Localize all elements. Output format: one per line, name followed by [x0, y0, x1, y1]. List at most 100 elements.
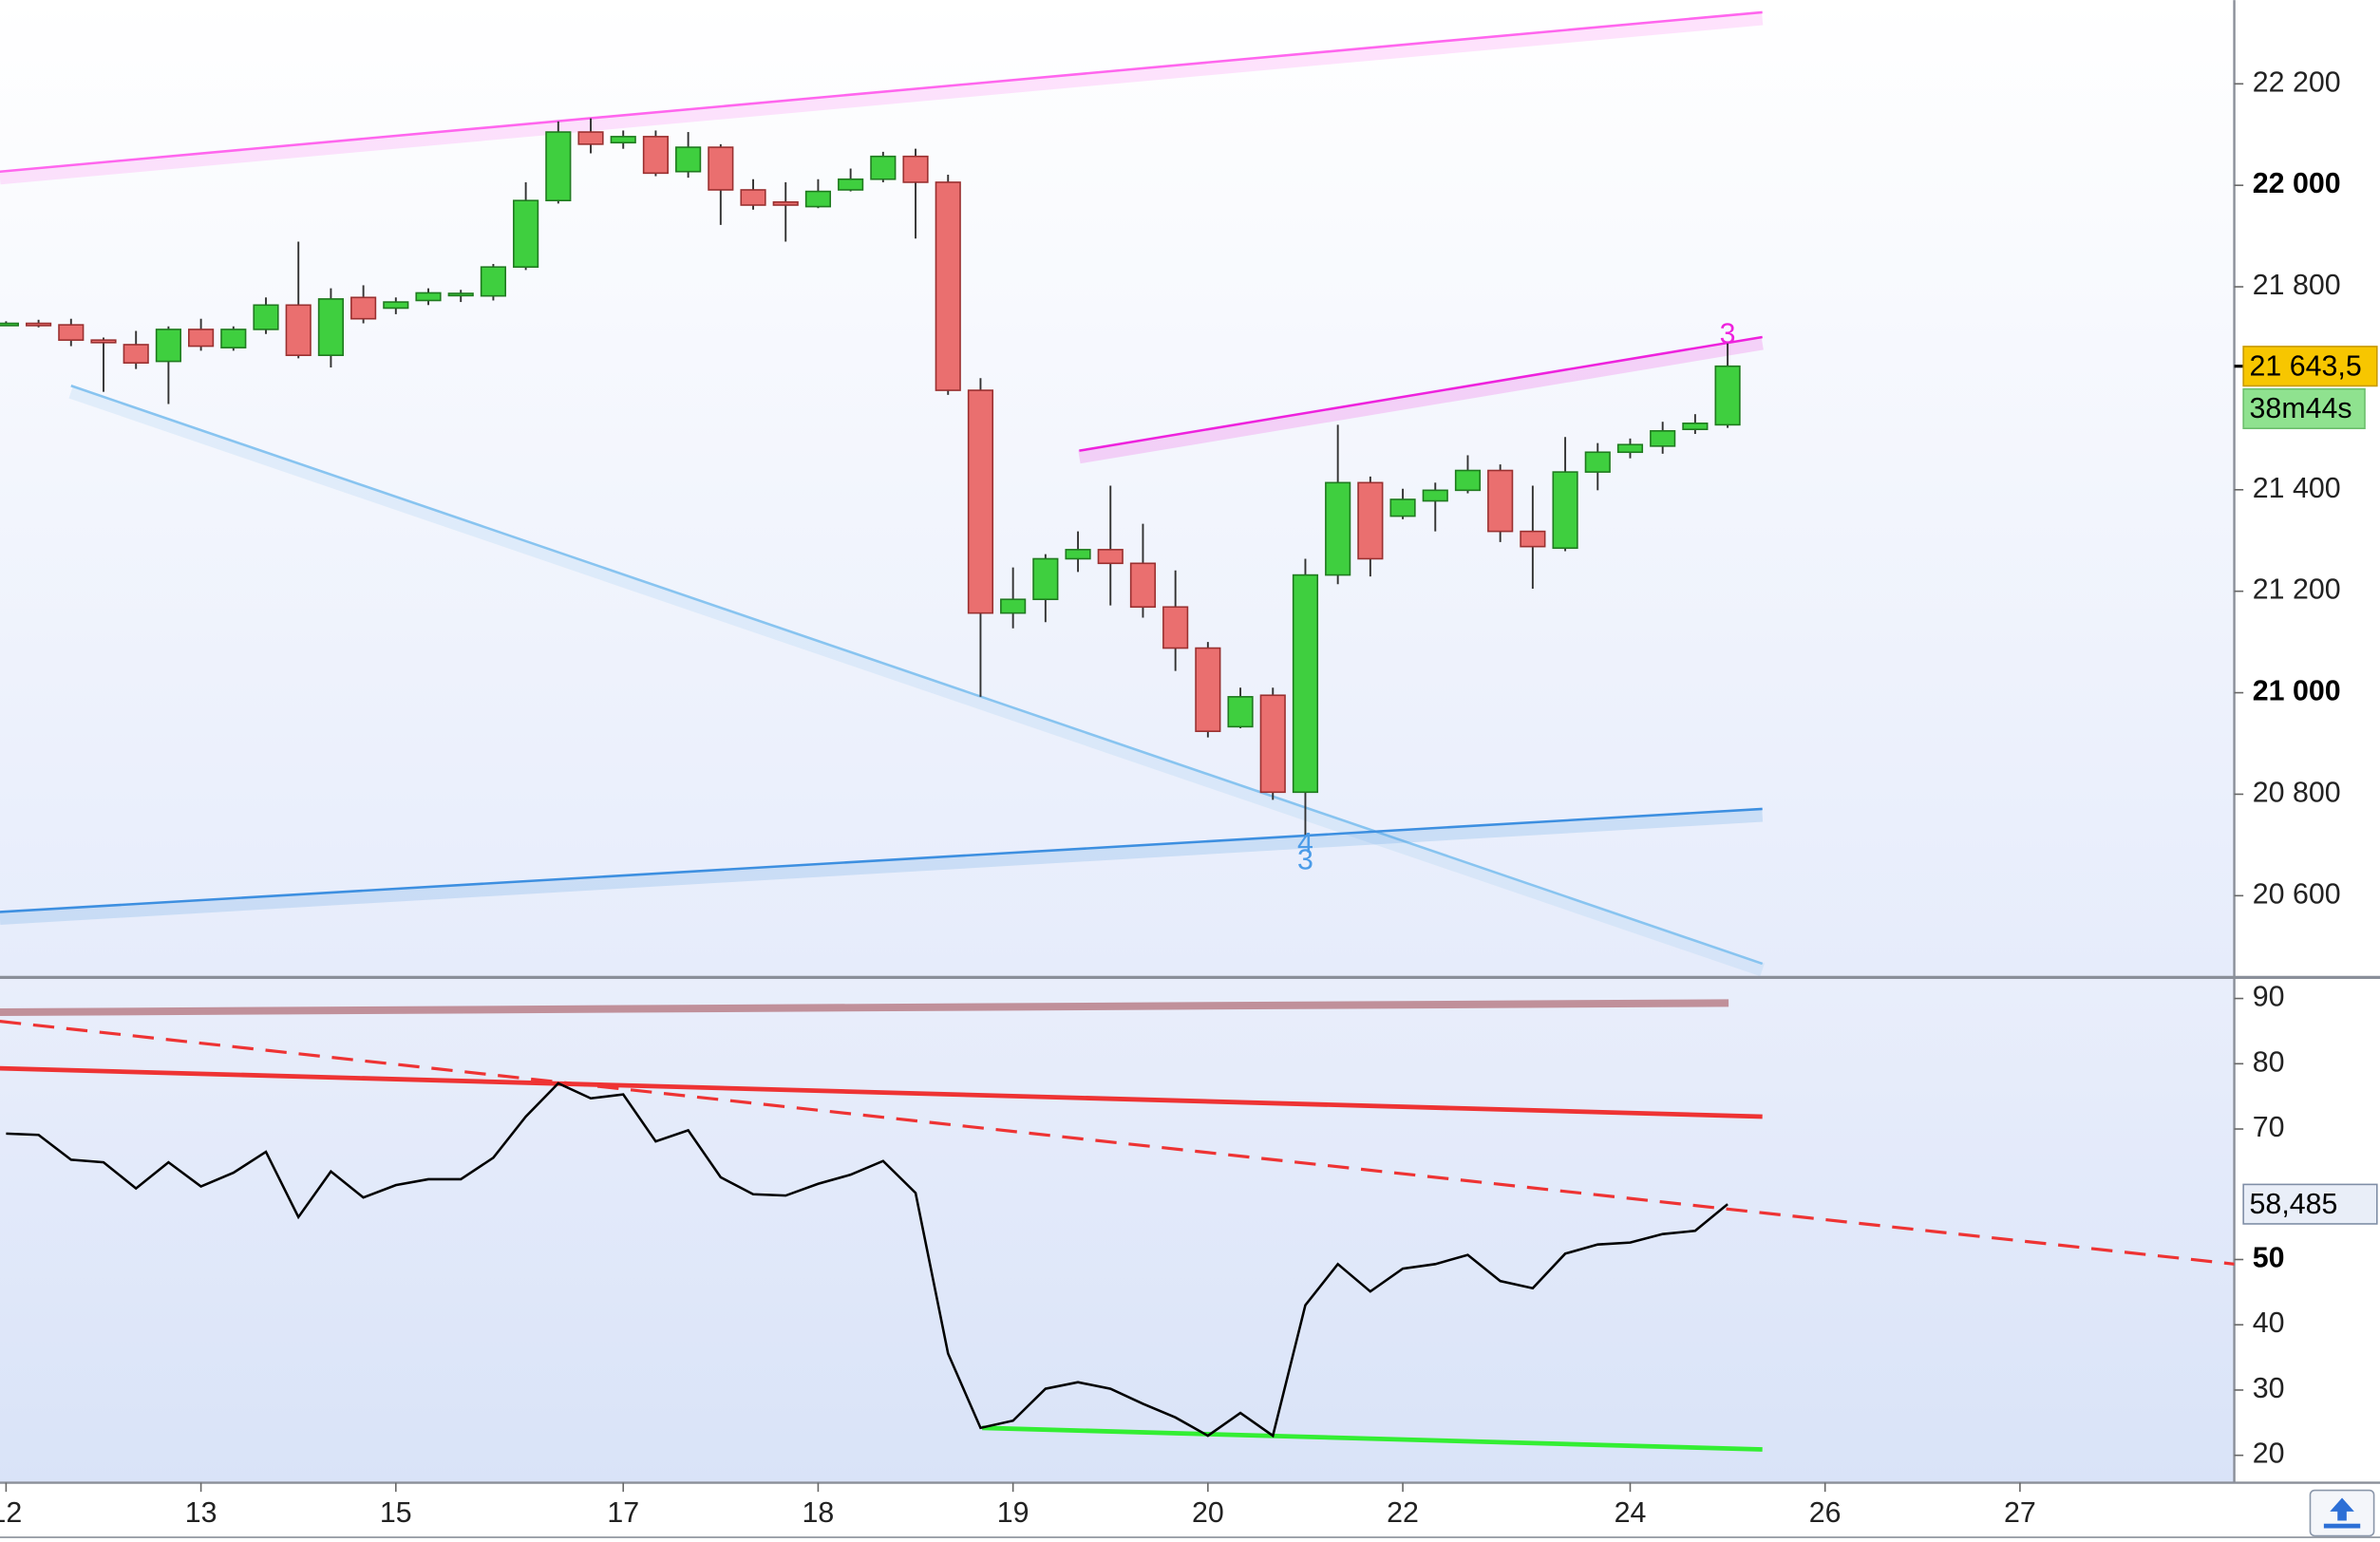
candle-body [708, 146, 734, 191]
candle-body [350, 296, 377, 320]
button-icon [2330, 1497, 2354, 1521]
candle-body [740, 189, 766, 206]
candle-body [1097, 549, 1124, 565]
candle-body [935, 181, 961, 391]
candle-body [253, 304, 279, 330]
candle-body [804, 190, 832, 208]
candle-body [1325, 481, 1351, 576]
candle-body [1357, 481, 1384, 560]
trendline-band [0, 11, 1764, 185]
candle-body [317, 298, 344, 356]
candle-body [1292, 574, 1319, 794]
trendline [1079, 335, 1763, 452]
button-icon-base [2323, 1523, 2361, 1529]
scroll-button[interactable] [2309, 1489, 2375, 1537]
y-tick-label: 70 [2253, 1112, 2285, 1143]
candle-body [1487, 469, 1514, 533]
candle-body [383, 301, 409, 310]
trendline [0, 10, 1763, 174]
candle-body [188, 329, 215, 348]
rsi-panel [0, 978, 2235, 1483]
candle-body [838, 178, 864, 191]
price-axis [2236, 0, 2380, 1483]
x-tick-label: 22 [1387, 1497, 1419, 1529]
candle-body [1000, 598, 1027, 614]
x-tick-label: 20 [1192, 1497, 1224, 1529]
x-tick-label: 24 [1615, 1497, 1647, 1529]
candle-body [1454, 469, 1482, 492]
value-box [2242, 1183, 2378, 1225]
trendline [70, 385, 1764, 966]
y-tick-label: 50 [2253, 1243, 2285, 1274]
candle-body [1259, 694, 1286, 794]
trendlines [0, 999, 2235, 1452]
candle-body [967, 389, 994, 614]
x-tick-label: 18 [803, 1497, 835, 1529]
price-box [2242, 346, 2378, 387]
candle-body [1714, 365, 1741, 426]
candle-body [155, 329, 181, 363]
annotation: 3 [1720, 318, 1736, 349]
candle-body [415, 291, 442, 302]
candle-body [447, 292, 474, 297]
y-tick-label: 40 [2253, 1307, 2285, 1339]
candle-body [90, 339, 117, 344]
countdown-label: 38m44s [2250, 393, 2352, 424]
candle-body [675, 146, 702, 173]
trendline-band [0, 808, 1764, 925]
candle-body [577, 131, 604, 145]
trendline [0, 1065, 1763, 1119]
y-tick-label: 20 [2253, 1439, 2285, 1470]
candle-body [1195, 647, 1221, 732]
x-tick-label: 26 [1809, 1497, 1842, 1529]
y-tick-label: 20 600 [2253, 878, 2341, 910]
candles [0, 118, 1741, 836]
candle-body [1129, 562, 1157, 609]
candle-body [26, 322, 52, 327]
candle-body [772, 200, 799, 206]
x-tick-label: 12 [0, 1497, 22, 1529]
candle-body [1032, 557, 1059, 601]
trendline-band [68, 385, 1766, 976]
trendline [0, 999, 1729, 1017]
candle-body [642, 136, 670, 175]
candle-body [513, 199, 539, 269]
candle-body [1162, 606, 1189, 649]
x-tick-label: 15 [380, 1497, 412, 1529]
trendline [982, 1425, 1763, 1452]
candle-body [0, 322, 19, 327]
candle-body [610, 136, 636, 144]
x-tick-label: 13 [185, 1497, 217, 1529]
candle-body [1552, 471, 1578, 550]
y-tick-label: 20 800 [2253, 777, 2341, 808]
y-tick-label: 22 000 [2253, 168, 2341, 199]
y-tick-label: 22 200 [2253, 66, 2341, 98]
candle-body [870, 155, 897, 180]
candle-body [1616, 443, 1644, 454]
candle-body [1584, 451, 1611, 473]
price-label: 21 643,5 [2250, 350, 2362, 382]
y-tick-label: 21 200 [2253, 574, 2341, 606]
candle-body [480, 266, 507, 297]
annotation: 4 [1297, 828, 1313, 859]
candle-body [1650, 430, 1676, 447]
candle-body [1227, 696, 1254, 728]
candle-body [123, 344, 149, 365]
x-tick-label: 27 [2004, 1497, 2036, 1529]
candle-body [1422, 489, 1448, 502]
candle-body [902, 155, 929, 183]
candle-body [1682, 422, 1709, 431]
annotation: 3 [1297, 845, 1313, 876]
y-tick-label: 21 800 [2253, 270, 2341, 301]
rsi-line [6, 1081, 1728, 1439]
candle-body [220, 329, 247, 348]
y-tick-label: 80 [2253, 1046, 2285, 1078]
x-tick-label: 17 [607, 1497, 639, 1529]
y-tick-label: 30 [2253, 1373, 2285, 1404]
candle-body [1065, 549, 1091, 560]
candle-body [1520, 530, 1546, 548]
y-tick-label: 90 [2253, 982, 2285, 1013]
x-tick-label: 19 [997, 1497, 1029, 1529]
